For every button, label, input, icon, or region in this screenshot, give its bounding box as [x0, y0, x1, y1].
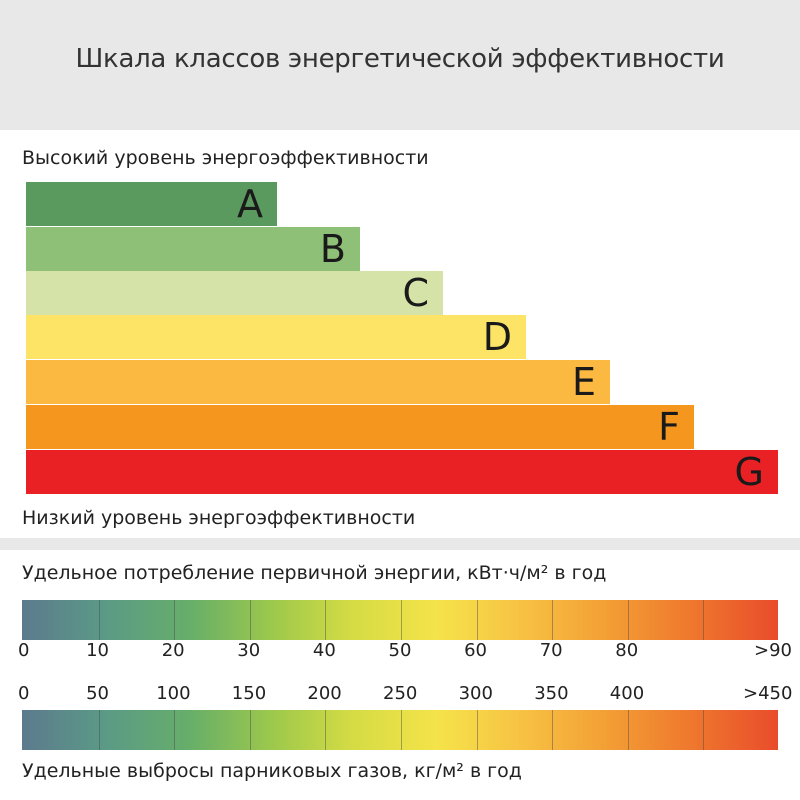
scale-divider: [325, 710, 327, 750]
class-letter: C: [402, 271, 429, 315]
scale-tick-label: 10: [86, 640, 109, 661]
class-band-c: C: [26, 271, 443, 315]
class-band-e: E: [26, 360, 610, 404]
class-band-d: D: [26, 315, 526, 359]
scale-tick-label: >90: [754, 640, 792, 661]
class-letter: D: [482, 315, 512, 359]
page-title: Шкала классов энергетической эффективнос…: [75, 44, 725, 74]
scale-divider: [401, 600, 402, 640]
scale-tick-label: >450: [743, 683, 793, 704]
scale-tick-label: 0: [18, 640, 30, 661]
scale-divider: [476, 600, 478, 640]
emissions-scale-label: Удельные выбросы парниковых газов, кг/м²…: [22, 760, 522, 782]
scale-tick-label: 250: [383, 683, 418, 704]
scale-tick-label: 400: [609, 683, 645, 704]
scale-divider: [401, 710, 402, 750]
scale-tick-label: 40: [312, 640, 336, 661]
scale-divider: [552, 710, 554, 750]
scale-divider: [627, 710, 629, 750]
title-banner: Шкала классов энергетической эффективнос…: [0, 0, 800, 130]
scale-divider: [249, 710, 251, 750]
class-letter: E: [571, 360, 596, 404]
scale-divider: [703, 710, 705, 750]
class-letter: F: [658, 405, 680, 449]
scale-tick-label: 0: [18, 683, 30, 704]
scale-tick-label: 80: [615, 640, 639, 661]
scale-tick-label: 50: [86, 683, 109, 704]
scale-tick-label: 60: [464, 640, 487, 661]
class-band-f: F: [26, 405, 694, 449]
scale-tick-label: 70: [539, 640, 563, 661]
class-letter: B: [319, 227, 346, 271]
scale-divider: [325, 600, 327, 640]
energy-scale-label: Удельное потребление первичной энергии, …: [22, 562, 607, 584]
low-efficiency-label: Низкий уровень энергоэффективности: [22, 507, 416, 529]
energy-gradient-bar: [22, 600, 778, 640]
class-band-g: G: [26, 450, 778, 494]
scale-divider: [703, 600, 705, 640]
scale-divider: [476, 710, 478, 750]
emissions-gradient-bar: [22, 710, 778, 750]
scale-tick-label: 150: [231, 683, 267, 704]
class-letter: G: [734, 450, 764, 494]
scale-divider: [627, 600, 629, 640]
section-divider: [0, 538, 800, 550]
scale-tick-label: 100: [156, 683, 191, 704]
scale-divider: [98, 710, 100, 750]
scale-divider: [174, 600, 176, 640]
scale-divider: [249, 600, 251, 640]
scale-tick-label: 30: [237, 640, 261, 661]
high-efficiency-label: Высокий уровень энергоэффективности: [22, 147, 429, 169]
scale-tick-label: 20: [161, 640, 185, 661]
scale-divider: [552, 600, 554, 640]
scale-tick-label: 50: [388, 640, 412, 661]
class-band-b: B: [26, 227, 360, 271]
scale-divider: [174, 710, 176, 750]
scale-divider: [98, 600, 100, 640]
class-band-a: A: [26, 182, 277, 226]
scale-tick-label: 200: [307, 683, 342, 704]
class-letter: A: [237, 182, 263, 226]
scale-tick-label: 300: [458, 683, 493, 704]
scale-tick-label: 350: [534, 683, 569, 704]
